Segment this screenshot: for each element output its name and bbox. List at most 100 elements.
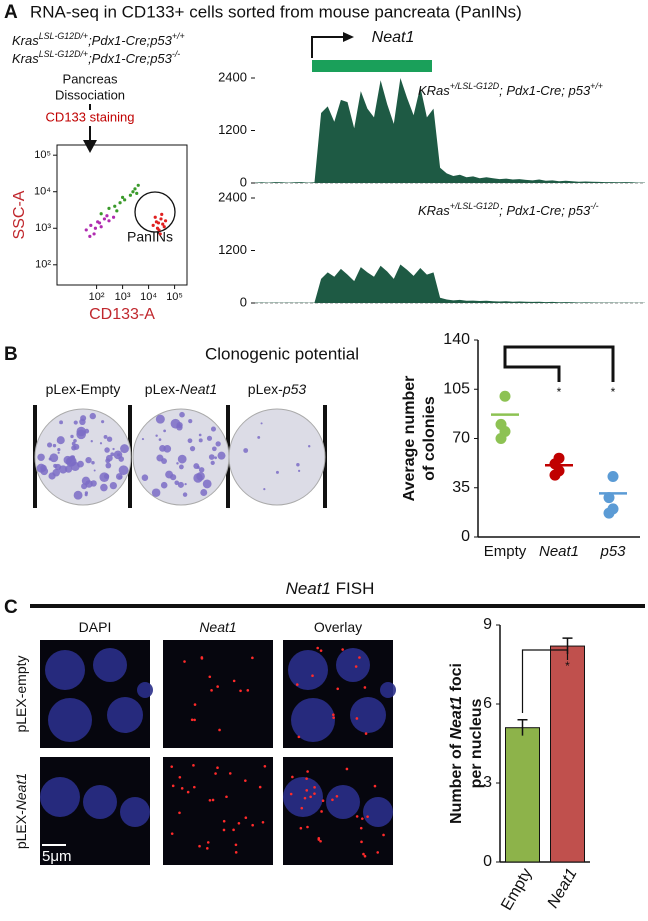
x-tick-label: Empty [498, 866, 535, 914]
step-label: CD133 staining [46, 109, 135, 124]
plate [228, 408, 326, 506]
foci [186, 790, 190, 794]
nucleus [93, 648, 127, 682]
foci [216, 685, 219, 688]
colony [193, 473, 203, 483]
colony [112, 447, 115, 451]
plate-label: pLex-Neat1 [145, 381, 217, 397]
foci [320, 810, 323, 813]
colony [101, 420, 105, 424]
y-axis-label: of colonies [421, 396, 438, 481]
colony [71, 445, 77, 451]
track-title: KRas+/LSL-G12D; Pdx1-Cre; p53+/+ [418, 81, 603, 98]
foci [244, 816, 248, 820]
text-segment: -/- [172, 49, 180, 59]
foci [376, 851, 380, 854]
bar [505, 727, 540, 863]
bracket [503, 355, 561, 382]
colony [275, 470, 279, 474]
plot-frame [56, 144, 188, 286]
colony [37, 453, 45, 462]
colony [99, 442, 103, 445]
coverage-track [255, 264, 645, 303]
colony [260, 422, 263, 425]
foci [317, 838, 321, 841]
gene-bar [312, 60, 432, 72]
text-segment: Neat1 [13, 773, 29, 810]
micrograph [163, 640, 273, 748]
coverage-track [255, 78, 645, 183]
foci [316, 646, 319, 650]
y-tick-label: 105 [443, 380, 470, 397]
y-tick-label: 10² [35, 259, 51, 271]
colony [212, 446, 217, 452]
colony [104, 447, 110, 453]
foci [208, 675, 212, 679]
colony [297, 469, 301, 473]
foci [363, 854, 367, 858]
y-tick-label: 10⁵ [34, 149, 51, 161]
foci [208, 798, 212, 802]
y-axis-label: per nucleus [468, 699, 485, 789]
colony [110, 452, 115, 457]
nucleus [120, 797, 150, 827]
flow-event [89, 223, 93, 227]
nucleus [107, 697, 143, 733]
foci [171, 784, 175, 788]
foci [261, 820, 265, 824]
colony [188, 419, 193, 424]
gene-label: Neat1 [372, 29, 415, 46]
error-bar [517, 719, 528, 736]
colony [105, 462, 112, 469]
y-tick-label: 3 [483, 774, 492, 791]
colony [141, 437, 145, 441]
y-tick-label: 2400 [218, 189, 247, 204]
column-label: DAPI [79, 619, 112, 635]
colony [215, 441, 221, 447]
label-bg [40, 110, 140, 126]
flow-event [155, 226, 160, 230]
foci [295, 683, 299, 686]
colony [90, 440, 93, 443]
row-label: pLEX-Neat1 [13, 773, 29, 849]
flow-event [135, 191, 139, 195]
flow-event [161, 222, 165, 226]
y-tick-label: 0 [240, 294, 247, 309]
flow-event [123, 198, 127, 202]
text-segment: pLex- [145, 381, 180, 397]
foci [291, 775, 294, 779]
colony [176, 462, 179, 465]
colony [296, 463, 300, 467]
text-segment: Neat1 [448, 696, 465, 740]
x-tick-label: p53 [599, 543, 626, 560]
nucleus [380, 682, 396, 698]
foci [183, 660, 186, 663]
colony [176, 421, 183, 429]
flow-event [115, 209, 119, 213]
colony [118, 475, 123, 480]
colony [81, 476, 91, 485]
micrograph [163, 757, 273, 865]
step-label: Dissociation [55, 87, 125, 102]
foci [305, 789, 309, 792]
text-segment: +/LSL-G12D [450, 201, 500, 211]
colony [76, 426, 86, 437]
tss-arrow [311, 36, 345, 58]
colony [187, 438, 193, 444]
colony [243, 448, 249, 453]
text-segment: ; Pdx1-Cre; p53 [499, 203, 591, 218]
foci [214, 772, 217, 775]
foci [210, 689, 213, 692]
foci [170, 832, 174, 835]
panel-title: RNA-seq in CD133+ cells sorted from mous… [30, 2, 522, 21]
foci [336, 687, 340, 691]
colony [163, 429, 166, 433]
nucleus [137, 682, 153, 698]
foci [299, 826, 303, 830]
text-segment: ; Pdx1-Cre; p53 [499, 83, 591, 98]
text-segment: FISH [331, 579, 374, 598]
y-tick-label: 1200 [218, 122, 247, 137]
bracket [503, 345, 615, 382]
foci [263, 765, 267, 768]
colony [49, 453, 59, 463]
